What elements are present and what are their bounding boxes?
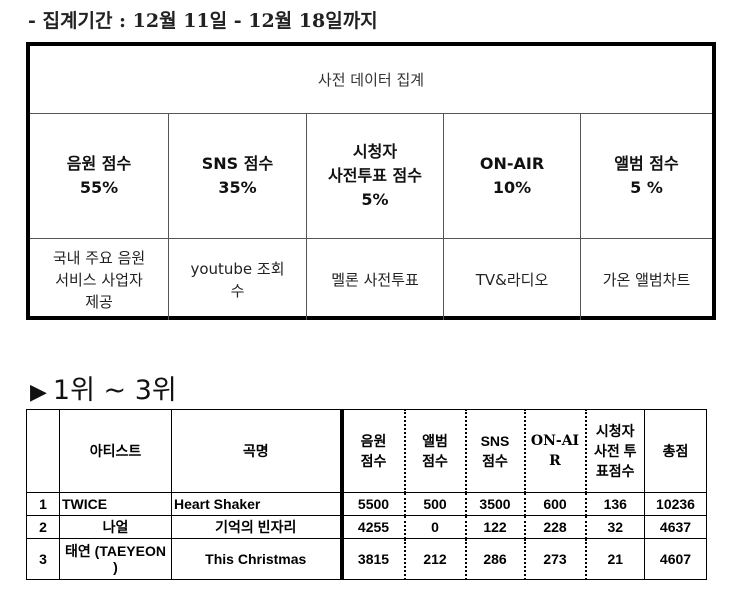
vote-score-cell: 32 (584, 515, 645, 539)
criteria-source-album: 가온 앨범차트 (602, 270, 691, 289)
total-cell: 4607 (644, 538, 707, 580)
total-cell: 10236 (644, 492, 707, 516)
table-row: 1 TWICE Heart Shaker 5500 500 3500 600 1… (26, 492, 707, 516)
criteria-title: 사전 데이터 집계 (30, 46, 712, 114)
onair-score-cell: 273 (523, 538, 586, 580)
criteria-table: 사전 데이터 집계 음원 점수 55% SNS 점수 35% 시청자 사전투표 … (26, 42, 716, 320)
rank-cell: 2 (26, 515, 60, 539)
criteria-source-audio: 국내 주요 음원 서비스 사업자 제공 (30, 239, 169, 320)
header-album-score: 앨범 점수 (403, 409, 466, 493)
header-song: 곡명 (171, 409, 342, 493)
sns-score-cell: 122 (464, 515, 525, 539)
song-cell: 기억의 빈자리 (171, 515, 342, 539)
onair-score-cell: 228 (523, 515, 586, 539)
audio-score-cell: 4255 (339, 515, 405, 539)
album-score-cell: 212 (403, 538, 466, 580)
criteria-header-album: 앨범 점수 5 % (614, 154, 679, 197)
table-row: 3 태연 (TAEYEON ) This Christmas 3815 212 … (26, 538, 707, 580)
criteria-source-onair: TV&라디오 (444, 239, 581, 320)
artist-cell: 태연 (TAEYEON ) (59, 538, 172, 580)
table-row: 2 나얼 기억의 빈자리 4255 0 122 228 32 4637 (26, 515, 707, 539)
header-audio-score: 음원 점수 (339, 409, 405, 493)
album-score-cell: 500 (403, 492, 466, 516)
album-score-cell: 0 (403, 515, 466, 539)
ranking-header-row: 아티스트 곡명 음원 점수 앨범 점수 SNS 점수 ON-AI R 시청자 사… (26, 409, 707, 493)
vote-score-cell: 136 (584, 492, 645, 516)
audio-score-cell: 5500 (339, 492, 405, 516)
triangle-right-icon: ▶ (30, 380, 47, 405)
aggregation-period: - 집계기간 : 12월 11일 - 12월 18일까지 (28, 10, 378, 32)
criteria-header-vote: 시청자 사전투표 점수 5% (307, 114, 444, 238)
artist-cell: TWICE (59, 492, 172, 516)
criteria-source-vote: 멜론 사전투표 (307, 239, 444, 320)
section-title: 1위 ~ 3위 (52, 375, 177, 406)
audio-score-cell: 3815 (339, 538, 405, 580)
header-artist: 아티스트 (59, 409, 172, 493)
criteria-header-sns: SNS 점수 35% (169, 114, 307, 238)
song-cell: This Christmas (171, 538, 342, 580)
sns-score-cell: 3500 (464, 492, 525, 516)
criteria-header-onair: ON-AIR 10% (444, 114, 581, 238)
header-vote-score: 시청자 사전 투 표점수 (584, 409, 645, 493)
criteria-header-audio: 음원 점수 55% (30, 114, 169, 238)
header-rank (26, 409, 60, 493)
song-cell: Heart Shaker (171, 492, 342, 516)
total-cell: 4637 (644, 515, 707, 539)
sns-score-cell: 286 (464, 538, 525, 580)
rank-cell: 3 (26, 538, 60, 580)
artist-cell: 나얼 (59, 515, 172, 539)
section-heading: ▶ 1위 ~ 3위 (30, 368, 177, 407)
vote-score-cell: 21 (584, 538, 645, 580)
rank-cell: 1 (26, 492, 60, 516)
criteria-source-row: 국내 주요 음원 서비스 사업자 제공 youtube 조회 수 멜론 사전투표… (30, 239, 712, 320)
ranking-table: 아티스트 곡명 음원 점수 앨범 점수 SNS 점수 ON-AI R 시청자 사… (26, 409, 707, 580)
header-total: 총점 (644, 409, 707, 493)
criteria-source-sns: youtube 조회 수 (169, 239, 307, 320)
header-sns-score: SNS 점수 (464, 409, 525, 493)
onair-score-cell: 600 (523, 492, 586, 516)
criteria-header-row: 음원 점수 55% SNS 점수 35% 시청자 사전투표 점수 5% ON-A… (30, 114, 712, 239)
header-onair-score: ON-AI R (523, 409, 586, 493)
